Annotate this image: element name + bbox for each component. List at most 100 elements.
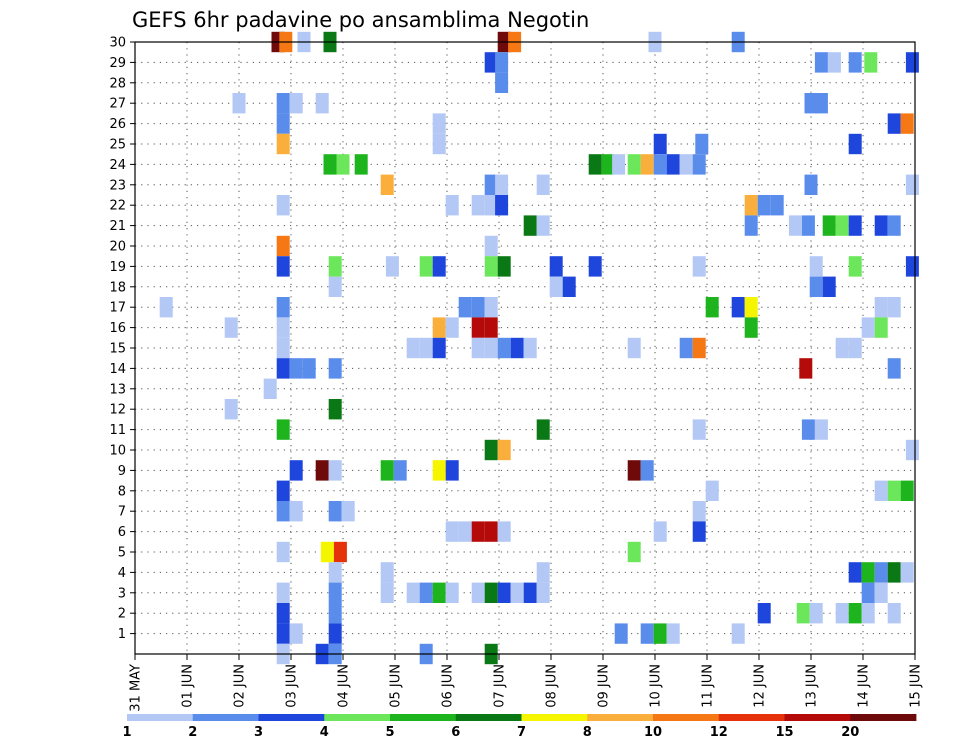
heat-cell: [276, 235, 290, 257]
heat-cell: [640, 460, 654, 481]
legend-label: 6: [451, 725, 460, 740]
heat-cell: [328, 501, 342, 522]
heat-cell: [692, 337, 706, 359]
heat-cell: [848, 215, 862, 236]
heat-cell: [770, 195, 784, 216]
heat-cell: [640, 154, 654, 175]
heat-cell: [809, 603, 823, 624]
y-tick-label: 8: [118, 484, 126, 499]
heat-cell: [887, 480, 901, 501]
heat-cell: [323, 154, 337, 175]
heat-cell: [276, 501, 290, 522]
legend-label: 8: [583, 725, 592, 740]
heat-cell: [804, 93, 818, 114]
heat-cell: [536, 562, 550, 583]
heat-cell: [536, 215, 550, 236]
legend-swatch: [653, 714, 720, 721]
y-tick-label: 28: [109, 76, 126, 91]
legend-swatch: [455, 714, 522, 721]
heat-cell: [822, 215, 836, 236]
y-tick-label: 22: [109, 199, 126, 214]
y-tick-label: 21: [109, 219, 126, 234]
heat-cell: [861, 317, 875, 338]
heat-cell: [744, 195, 758, 216]
y-tick-label: 18: [109, 280, 126, 295]
heat-cell: [705, 480, 719, 501]
heat-cell: [612, 154, 626, 175]
legend-swatch: [718, 714, 785, 721]
heat-cell: [510, 582, 524, 603]
heat-cell: [804, 174, 818, 195]
heat-cell: [328, 562, 342, 583]
y-tick-label: 9: [118, 464, 126, 479]
heat-cell: [887, 297, 901, 318]
heat-cell: [788, 215, 802, 236]
x-tick-label: 10 JUN: [649, 664, 664, 708]
heat-cell: [588, 256, 602, 277]
heat-cell: [874, 480, 888, 501]
heat-cell: [484, 297, 498, 318]
heat-cell: [887, 562, 901, 583]
heat-cell: [380, 460, 394, 481]
heat-cell: [497, 582, 511, 603]
heat-cell: [887, 358, 901, 379]
heat-cell: [458, 297, 472, 318]
heat-cell: [874, 582, 888, 603]
heat-cell: [523, 582, 537, 603]
y-tick-label: 16: [109, 321, 126, 336]
heat-cell: [562, 276, 576, 297]
heat-cell: [484, 256, 498, 277]
heat-cell: [874, 317, 888, 338]
heat-cell: [445, 582, 459, 603]
heat-cell: [731, 297, 745, 318]
heat-cell: [276, 133, 290, 155]
heat-cell: [601, 154, 615, 175]
heat-cell: [692, 501, 706, 522]
legend-label: 12: [710, 725, 728, 740]
legend-swatch: [587, 714, 654, 721]
heat-cell: [809, 256, 823, 277]
heat-cell: [666, 623, 680, 644]
heat-cell: [848, 52, 862, 73]
heat-cell: [835, 215, 849, 236]
x-tick-label: 14 JUN: [857, 664, 872, 708]
heat-cell: [861, 582, 875, 603]
heat-cell: [497, 256, 511, 277]
y-tick-label: 7: [118, 505, 126, 520]
heat-cell: [822, 276, 836, 297]
heat-cell: [276, 317, 290, 338]
heat-cell: [276, 256, 290, 277]
heat-cell: [640, 623, 654, 644]
y-tick-label: 11: [109, 423, 126, 438]
color-legend: 1 2 3 4 5 6 7 8 10 12 15 20: [122, 714, 917, 740]
heat-cell: [328, 460, 342, 481]
legend-swatch: [521, 714, 588, 721]
legend-label: 15: [775, 725, 793, 740]
x-tick-label: 07 JUN: [493, 664, 508, 708]
heat-cell: [814, 93, 828, 114]
heat-cell: [315, 93, 329, 114]
x-tick-label: 05 JUN: [389, 664, 404, 708]
heat-cell: [666, 154, 680, 175]
heat-cell: [905, 52, 919, 73]
heat-cell: [549, 256, 563, 277]
heat-cell: [406, 337, 420, 359]
y-tick-label: 6: [118, 525, 126, 540]
heat-cell: [320, 541, 334, 563]
heat-cell: [276, 603, 290, 624]
y-tick-label: 27: [109, 97, 126, 112]
heat-cell: [653, 623, 667, 644]
heat-cell: [744, 297, 758, 318]
legend-swatch: [258, 714, 325, 721]
heat-cell: [406, 582, 420, 603]
x-tick-label: 13 JUN: [805, 664, 820, 708]
heat-cell: [848, 562, 862, 583]
heat-cell: [874, 562, 888, 583]
heat-cell: [484, 521, 498, 542]
heat-cell: [471, 297, 485, 318]
heat-cell: [432, 582, 446, 603]
heat-cell: [497, 521, 511, 542]
heat-cell: [276, 113, 290, 134]
legend-label: 20: [841, 725, 859, 740]
